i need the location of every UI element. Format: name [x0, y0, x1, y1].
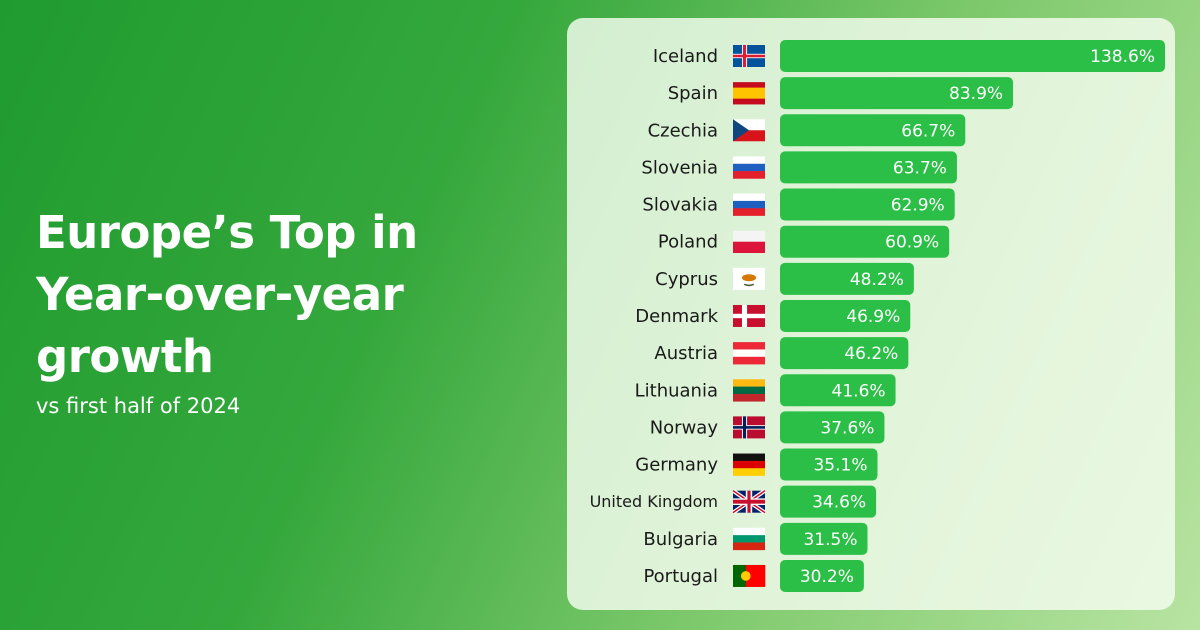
- flag-part: [743, 283, 755, 287]
- bar: [780, 40, 1165, 72]
- chart-subtitle: vs first half of 2024: [36, 394, 241, 418]
- flag-part: [733, 313, 765, 319]
- flag-part: [733, 98, 765, 105]
- value-label: 41.6%: [832, 381, 886, 401]
- category-label: Bulgaria: [643, 529, 718, 550]
- flag-part: [733, 208, 765, 216]
- flag-part: [733, 535, 765, 543]
- flag-part: [733, 527, 765, 536]
- flag-part: [733, 453, 765, 462]
- flag-part: [733, 156, 765, 165]
- flag: [733, 193, 765, 216]
- value-label: 63.7%: [893, 158, 947, 178]
- flag: [733, 379, 765, 402]
- flag-part: [733, 342, 765, 350]
- bar: [780, 77, 1014, 110]
- flag-part: [733, 564, 747, 587]
- flag-part: [733, 499, 765, 504]
- value-label: 35.1%: [813, 456, 867, 476]
- flag: [733, 267, 765, 290]
- value-label: 66.7%: [901, 121, 955, 141]
- bar: [780, 337, 909, 370]
- category-label: Portugal: [643, 566, 718, 587]
- flag-part: [733, 54, 765, 58]
- flag-part: [733, 379, 765, 387]
- flag-part: [733, 393, 765, 402]
- flag-part: [733, 426, 765, 429]
- flag: [733, 230, 765, 253]
- category-label: Slovenia: [641, 157, 718, 178]
- flag-part: [733, 82, 765, 88]
- chart-title: Europe’s Top in Year-over-year growth: [36, 206, 418, 383]
- bar: [780, 559, 864, 592]
- bar: [780, 485, 877, 518]
- flag-part: [733, 119, 749, 142]
- flag-part: [733, 87, 765, 99]
- flag-part: [733, 193, 765, 202]
- category-label: Poland: [658, 232, 718, 253]
- bar: [780, 374, 896, 407]
- flag: [733, 416, 765, 439]
- flag-part: [733, 171, 765, 179]
- flag-part: [733, 460, 765, 469]
- flag-part: [733, 200, 765, 209]
- value-label: 34.6%: [812, 493, 866, 513]
- bar: [780, 225, 950, 258]
- flag: [733, 82, 765, 105]
- flag-part: [733, 386, 765, 395]
- bar: [780, 448, 878, 481]
- value-label: 60.9%: [885, 233, 939, 253]
- category-label: Czechia: [648, 120, 718, 141]
- flag-part: [733, 130, 765, 142]
- flag: [733, 342, 765, 365]
- value-label: 46.9%: [846, 307, 900, 327]
- flag: [731, 489, 767, 515]
- value-label: 138.6%: [1090, 47, 1155, 67]
- category-label: Germany: [635, 455, 718, 476]
- flag: [733, 527, 765, 551]
- bar: [780, 262, 914, 295]
- flag-part: [733, 163, 765, 172]
- category-label: Norway: [650, 417, 719, 438]
- category-label: Spain: [668, 83, 718, 104]
- category-label: Lithuania: [635, 380, 718, 401]
- flag: [733, 45, 765, 67]
- bar: [780, 522, 868, 555]
- flag-part: [733, 542, 765, 551]
- flag-part: [741, 274, 757, 282]
- value-label: 83.9%: [949, 84, 1003, 104]
- flag: [733, 304, 765, 327]
- category-label: Denmark: [635, 306, 718, 327]
- flag-part: [733, 119, 765, 131]
- value-label: 31.5%: [803, 530, 857, 550]
- bar: [780, 411, 885, 444]
- flag: [733, 564, 766, 587]
- flag-part: [733, 230, 765, 242]
- flag-part: [733, 241, 765, 253]
- value-label: 48.2%: [850, 270, 904, 290]
- flag-part: [733, 468, 765, 476]
- flag-part: [740, 571, 751, 581]
- flag-part: [745, 564, 766, 587]
- value-label: 30.2%: [800, 567, 854, 587]
- bar: [780, 188, 955, 221]
- value-label: 37.6%: [820, 418, 874, 438]
- flag-part: [733, 356, 765, 365]
- value-label: 46.2%: [844, 344, 898, 364]
- flag: [733, 119, 765, 142]
- category-label: United Kingdom: [590, 492, 718, 511]
- category-label: Slovakia: [642, 195, 718, 216]
- bar: [780, 114, 966, 147]
- bar: [780, 151, 957, 184]
- flag: [733, 453, 765, 476]
- value-label: 62.9%: [891, 196, 945, 216]
- category-label: Austria: [654, 343, 718, 364]
- category-label: Cyprus: [655, 269, 718, 290]
- flag: [733, 156, 765, 179]
- bar: [780, 299, 911, 332]
- category-label: Iceland: [653, 46, 718, 67]
- flag-part: [733, 349, 765, 358]
